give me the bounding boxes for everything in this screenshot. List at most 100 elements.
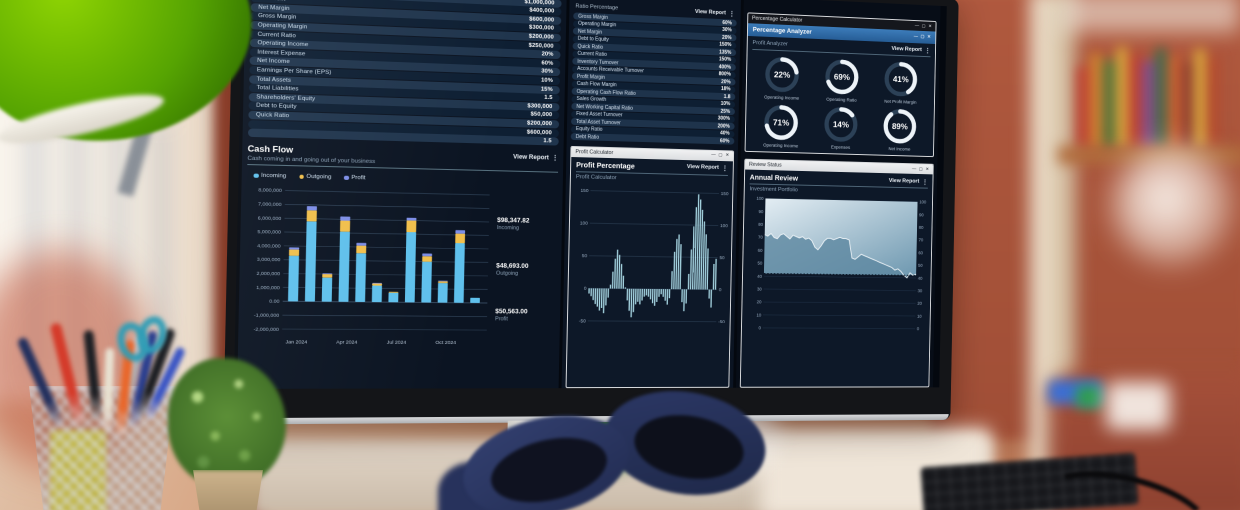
svg-text:6,000,000: 6,000,000 bbox=[258, 215, 282, 222]
cash-flow-view-report-link[interactable]: View Report ⋮ bbox=[513, 153, 559, 162]
maximize-icon[interactable]: ▢ bbox=[718, 152, 723, 158]
summary-block: $50,563.00 Profit bbox=[495, 309, 555, 324]
kebab-menu-icon[interactable]: ⋮ bbox=[924, 47, 931, 55]
close-icon[interactable]: ✕ bbox=[928, 23, 932, 29]
svg-text:50: 50 bbox=[582, 253, 588, 259]
row-value: 1.5 bbox=[544, 94, 553, 102]
cash-flow-title: Cash Flow bbox=[247, 143, 294, 155]
smoke-blur bbox=[1112, 145, 1232, 265]
kebab-menu-icon[interactable]: ⋮ bbox=[551, 154, 559, 162]
gauge-label: Expenses bbox=[830, 144, 851, 150]
svg-text:0.00: 0.00 bbox=[269, 299, 280, 305]
row-label: Equity Ratio bbox=[575, 125, 603, 133]
profit-view-report-link[interactable]: View Report ⋮ bbox=[686, 164, 729, 173]
svg-text:5,000,000: 5,000,000 bbox=[257, 229, 281, 236]
close-icon[interactable]: ✕ bbox=[725, 152, 730, 158]
row-value: $400,000 bbox=[529, 7, 555, 15]
percentage-gauge: 71% Operating Income bbox=[750, 102, 811, 149]
svg-text:0: 0 bbox=[759, 326, 762, 331]
analyzer-view-report-link[interactable]: View Report ⋮ bbox=[891, 45, 931, 55]
headphones bbox=[452, 379, 792, 510]
legend-dot-icon bbox=[253, 173, 259, 179]
gauge-label: Operating Ratio bbox=[826, 96, 857, 103]
row-value: 150% bbox=[718, 56, 732, 63]
maximize-icon[interactable]: ▢ bbox=[918, 166, 923, 171]
close-icon[interactable]: ✕ bbox=[925, 166, 930, 172]
minimize-icon[interactable]: — bbox=[913, 33, 918, 39]
row-value: 60% bbox=[541, 60, 554, 67]
row-value: 60% bbox=[719, 137, 730, 145]
gauge-label: Operating Income bbox=[763, 142, 799, 149]
minimize-icon[interactable]: — bbox=[914, 22, 920, 28]
maximize-icon[interactable]: ▢ bbox=[920, 33, 925, 39]
svg-text:2,000,000: 2,000,000 bbox=[256, 271, 280, 277]
minimize-icon[interactable]: — bbox=[911, 165, 917, 171]
svg-text:Jan 2024: Jan 2024 bbox=[285, 339, 307, 345]
row-value: $300,000 bbox=[527, 103, 553, 110]
maximize-icon[interactable]: ▢ bbox=[921, 22, 926, 28]
legend-label: Incoming bbox=[260, 172, 287, 180]
row-value: 1.5 bbox=[543, 138, 552, 145]
svg-text:20: 20 bbox=[917, 301, 922, 306]
row-value: $200,000 bbox=[528, 33, 554, 41]
book bbox=[1091, 53, 1101, 150]
book bbox=[1078, 66, 1088, 150]
gauge-ring-icon: 71% bbox=[762, 102, 800, 142]
row-value: 150% bbox=[719, 41, 732, 49]
percentage-gauge: 14% Expenses bbox=[811, 104, 871, 151]
row-value: $600,000 bbox=[529, 16, 555, 24]
row-value: $50,000 bbox=[530, 111, 553, 119]
book bbox=[1104, 60, 1114, 150]
summary-value: $50,563.00 bbox=[495, 308, 528, 316]
svg-text:3,000,000: 3,000,000 bbox=[257, 257, 281, 263]
row-value: $1,000,000 bbox=[524, 0, 555, 7]
svg-text:-2,000,000: -2,000,000 bbox=[253, 327, 279, 333]
book bbox=[1130, 54, 1140, 150]
row-value: $250,000 bbox=[528, 42, 554, 50]
cash-flow-summary: $98,347.82 Incoming $48,693.00 Outgoing $50,… bbox=[492, 187, 558, 362]
row-label: Debt to Equity bbox=[256, 102, 297, 111]
minimize-icon[interactable]: — bbox=[711, 152, 716, 158]
svg-text:50: 50 bbox=[719, 255, 724, 261]
gauge-label: Net Profit Margin bbox=[884, 98, 917, 105]
plant-pot bbox=[193, 470, 263, 510]
row-value: 20% bbox=[722, 34, 732, 41]
book bbox=[1195, 49, 1205, 150]
ratio-view-report-link[interactable]: View Report ⋮ bbox=[694, 8, 736, 18]
row-label: Quick Ratio bbox=[577, 43, 604, 51]
cash-flow-chart: 8,000,000 7,000,000 6,000,000 5,000,000 4,00… bbox=[253, 188, 496, 346]
row-label: Net Income bbox=[257, 58, 290, 66]
row-label: Net Margin bbox=[258, 4, 290, 12]
legend-dot-icon bbox=[343, 175, 349, 181]
gauge-label: Net Income bbox=[888, 146, 911, 152]
book bbox=[1143, 61, 1153, 150]
plant bbox=[168, 358, 286, 488]
svg-text:71%: 71% bbox=[773, 117, 790, 127]
legend-dot-icon bbox=[298, 174, 304, 180]
row-label: Total Assets bbox=[256, 76, 292, 84]
percentage-calculator-window: Percentage Calculator — ▢ ✕ Percentage A… bbox=[744, 12, 937, 158]
kebab-menu-icon[interactable]: ⋮ bbox=[728, 10, 736, 18]
row-value: 135% bbox=[719, 49, 732, 56]
row-label: Total Liabilities bbox=[256, 84, 299, 93]
svg-text:100: 100 bbox=[580, 220, 588, 226]
row-label: Operating Margin bbox=[257, 22, 308, 31]
bookshelf-books bbox=[1078, 44, 1240, 150]
review-view-report-link[interactable]: View Report ⋮ bbox=[888, 177, 929, 186]
kebab-menu-icon[interactable]: ⋮ bbox=[721, 164, 729, 173]
summary-label: Profit bbox=[495, 316, 508, 323]
svg-text:1,000,000: 1,000,000 bbox=[256, 285, 280, 291]
profit-analyzer-label: Profit Analyzer bbox=[752, 40, 788, 48]
review-status-window: Review Status — ▢ ✕ Annual Review View R… bbox=[739, 158, 934, 388]
legend-item: Profit bbox=[343, 175, 366, 181]
close-icon[interactable]: ✕ bbox=[927, 34, 931, 40]
row-value: 20% bbox=[541, 51, 554, 58]
svg-text:30: 30 bbox=[757, 287, 762, 292]
svg-text:22%: 22% bbox=[774, 70, 791, 80]
kebab-menu-icon[interactable]: ⋮ bbox=[921, 178, 929, 186]
